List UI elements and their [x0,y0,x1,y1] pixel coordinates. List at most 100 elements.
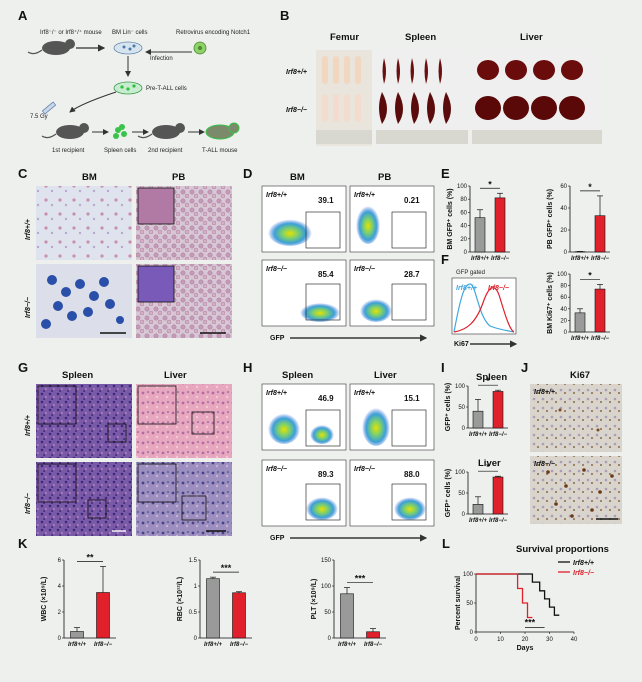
micrograph-bm-ko [36,264,132,338]
bar [340,593,354,639]
spleen-cells-icon [113,124,127,139]
significance-mark: * [486,376,490,386]
organ-title-spleen: Spleen [405,32,436,43]
panel-d-title-bm: BM [290,172,305,183]
y-tick-label: 150 [321,558,332,564]
virus-icon [193,41,207,55]
histogram-x-axis-label: Ki67 [454,341,469,348]
zoom-box [107,423,127,443]
y-tick-label: 50 [324,610,331,616]
y-axis-label: BM Ki67⁺ cells (%) [547,272,554,334]
survival-series-ko [476,573,533,619]
flow-plot-bm-ko [261,259,347,327]
micrograph-bm-wt [36,186,132,260]
significance-mark: * [588,182,592,192]
bar [492,476,504,515]
panel-j-title: Ki67 [570,370,590,381]
inset-box [37,385,77,425]
x-tick-label: Irf8+/+ [469,518,488,524]
panel-c-title-bm: BM [82,172,97,183]
panel-g-title-spleen: Spleen [62,370,93,381]
significance-mark: *** [355,574,366,584]
bar [206,578,220,639]
panel-label-e: E [441,166,450,181]
panel-label-b: B [280,8,289,23]
histogram-ko [453,287,515,333]
syringe-icon [41,101,57,115]
y-tick-label: 1.5 [189,558,198,564]
panel-c-title-pb: PB [172,172,185,183]
panel-label-j: J [521,360,528,375]
y-tick-label: 100 [557,272,568,278]
genotype-label: Irf8+/+ [354,390,375,397]
panel-d-flow: BM PB Irf8+/+ Irf8+/+ Irf8−/− Irf8−/− 39… [261,172,435,342]
panel-label-a: A [18,8,28,23]
liver-organs [475,60,585,120]
gate-percentage: 46.9 [318,394,334,403]
inset-box [37,463,77,503]
x-tick-label: Irf8−/− [230,642,249,648]
x-tick-label: Irf8−/− [591,336,610,342]
y-axis-label: BM GFP⁺ cells (%) [447,188,454,249]
x-tick-label: Irf8−/− [591,256,610,262]
y-tick-label: 100 [463,572,474,578]
flow-x-axis-label: GFP [270,535,285,542]
zoom-box [87,499,107,519]
panel-label-g: G [18,360,28,375]
panel-label-f: F [441,252,449,267]
panel-label-k: K [18,536,28,551]
panel-l-survival: Survival proportions Irf8+/+ Irf8−/− 0 10… [455,544,609,652]
y-tick-label: 60 [560,295,567,301]
mouse-label: Irf8⁻/⁻ or Irf8⁺/⁺ mouse [40,29,102,36]
panel-label-c: C [18,166,28,181]
mouse-icon-recipient-1 [41,123,89,139]
dose-label: 7.5 Gy [30,114,48,120]
x-tick-label: Irf8+/+ [471,256,490,262]
panel-h-title-spleen: Spleen [282,370,313,381]
y-tick-label: 40 [560,206,567,212]
y-tick-label: 2 [58,610,62,616]
genotype-label: Irf8−/− [354,266,375,273]
y-axis-label: PB GFP⁺ cells (%) [547,189,554,249]
bar [366,631,380,639]
mouse-icon-donor [27,39,75,55]
zoom-box [191,411,215,435]
infection-label: Infection [150,56,173,62]
y-tick-label: 4 [58,584,62,590]
dish-icon-pretall [113,81,143,95]
ruler-strips [316,130,602,144]
legend-wt: Irf8+/+ [456,285,477,292]
y-tick-label: 100 [455,470,466,476]
organ-title-femur: Femur [330,32,359,43]
flow-plot-pb-ko [349,259,435,327]
x-tick-label: Irf8+/+ [338,642,357,648]
flow-plot-spleen-ko [261,459,347,527]
survival-series-wt [476,573,560,616]
bar [594,215,606,253]
x-tick-label: 0 [474,637,478,643]
bar [594,288,606,333]
panel-g-title-liver: Liver [164,370,187,381]
genotype-label: Irf8−/− [266,466,287,473]
gate-percentage: 89.3 [318,470,334,479]
y-tick-label: 60 [460,210,467,216]
genotype-label: Irf8−/− [286,107,307,114]
panel-label-i: I [441,360,445,375]
second-recipient-label: 2nd recipient [148,148,183,154]
bar [474,217,486,253]
gate-percentage: 85.4 [318,270,334,279]
legend-wt: Irf8+/+ [573,560,594,567]
bar [472,410,484,429]
arrow-icon [69,91,117,113]
y-tick-label: 40 [560,307,567,313]
y-tick-label: 0 [564,250,568,256]
y-tick-label: 80 [560,284,567,290]
panel-label-d: D [243,166,252,181]
y-tick-label: 0 [328,636,332,642]
panel-h-title-liver: Liver [374,370,397,381]
bar [96,592,110,639]
panel-i-title-spleen: Spleen [476,372,507,383]
